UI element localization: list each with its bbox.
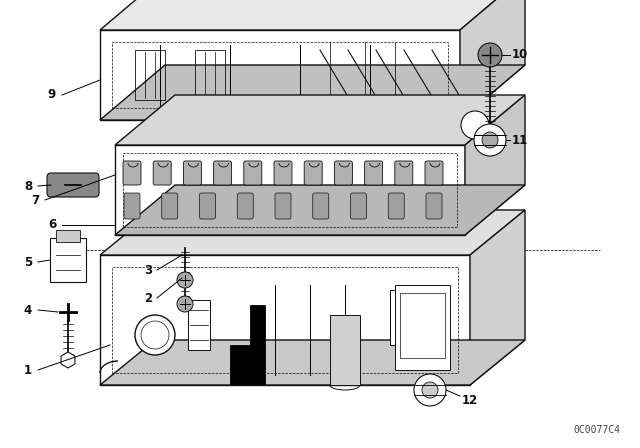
FancyBboxPatch shape bbox=[123, 161, 141, 185]
FancyBboxPatch shape bbox=[365, 161, 383, 185]
FancyBboxPatch shape bbox=[244, 161, 262, 185]
FancyBboxPatch shape bbox=[47, 173, 99, 197]
FancyBboxPatch shape bbox=[395, 161, 413, 185]
Text: 4: 4 bbox=[24, 303, 32, 316]
Polygon shape bbox=[100, 30, 460, 120]
Text: 3: 3 bbox=[144, 263, 152, 276]
Bar bbox=[56, 230, 80, 242]
Bar bbox=[135, 50, 165, 100]
Text: 2: 2 bbox=[144, 292, 152, 305]
FancyBboxPatch shape bbox=[153, 161, 172, 185]
Text: 7: 7 bbox=[31, 194, 39, 207]
Polygon shape bbox=[115, 145, 465, 235]
FancyBboxPatch shape bbox=[214, 161, 232, 185]
FancyBboxPatch shape bbox=[274, 161, 292, 185]
Circle shape bbox=[482, 132, 498, 148]
Polygon shape bbox=[100, 210, 525, 255]
Bar bbox=[188, 300, 210, 350]
Bar bbox=[390, 290, 402, 345]
Circle shape bbox=[478, 43, 502, 67]
Text: 10: 10 bbox=[512, 48, 528, 61]
Circle shape bbox=[422, 382, 438, 398]
FancyBboxPatch shape bbox=[275, 193, 291, 219]
FancyBboxPatch shape bbox=[425, 161, 443, 185]
Polygon shape bbox=[460, 0, 525, 120]
Polygon shape bbox=[100, 255, 470, 385]
Polygon shape bbox=[465, 95, 525, 235]
Text: 1: 1 bbox=[24, 363, 32, 376]
FancyBboxPatch shape bbox=[124, 193, 140, 219]
Circle shape bbox=[177, 296, 193, 312]
Polygon shape bbox=[330, 315, 360, 385]
FancyBboxPatch shape bbox=[351, 193, 367, 219]
FancyBboxPatch shape bbox=[304, 161, 322, 185]
FancyBboxPatch shape bbox=[313, 193, 329, 219]
Circle shape bbox=[177, 272, 193, 288]
Bar bbox=[395, 285, 450, 370]
Text: 0C0077C4: 0C0077C4 bbox=[573, 425, 620, 435]
Polygon shape bbox=[100, 0, 525, 30]
Text: 12: 12 bbox=[462, 393, 478, 406]
Text: 5: 5 bbox=[24, 255, 32, 268]
Circle shape bbox=[414, 374, 446, 406]
Text: 11: 11 bbox=[512, 134, 528, 146]
FancyBboxPatch shape bbox=[388, 193, 404, 219]
Circle shape bbox=[474, 124, 506, 156]
Polygon shape bbox=[470, 210, 525, 385]
FancyBboxPatch shape bbox=[237, 193, 253, 219]
Text: 6: 6 bbox=[48, 219, 56, 232]
FancyBboxPatch shape bbox=[184, 161, 202, 185]
Bar bbox=[195, 50, 225, 100]
Polygon shape bbox=[100, 340, 525, 385]
Circle shape bbox=[135, 315, 175, 355]
Polygon shape bbox=[115, 95, 525, 145]
Polygon shape bbox=[100, 65, 525, 120]
FancyBboxPatch shape bbox=[426, 193, 442, 219]
Text: 8: 8 bbox=[24, 180, 32, 193]
Text: 9: 9 bbox=[48, 89, 56, 102]
FancyBboxPatch shape bbox=[162, 193, 178, 219]
Polygon shape bbox=[115, 185, 525, 235]
Bar bbox=[420, 290, 432, 345]
FancyBboxPatch shape bbox=[200, 193, 216, 219]
Circle shape bbox=[461, 111, 489, 139]
Bar bbox=[50, 238, 86, 282]
Polygon shape bbox=[61, 352, 75, 368]
Bar bbox=[400, 293, 445, 358]
FancyBboxPatch shape bbox=[334, 161, 353, 185]
Polygon shape bbox=[230, 305, 265, 385]
